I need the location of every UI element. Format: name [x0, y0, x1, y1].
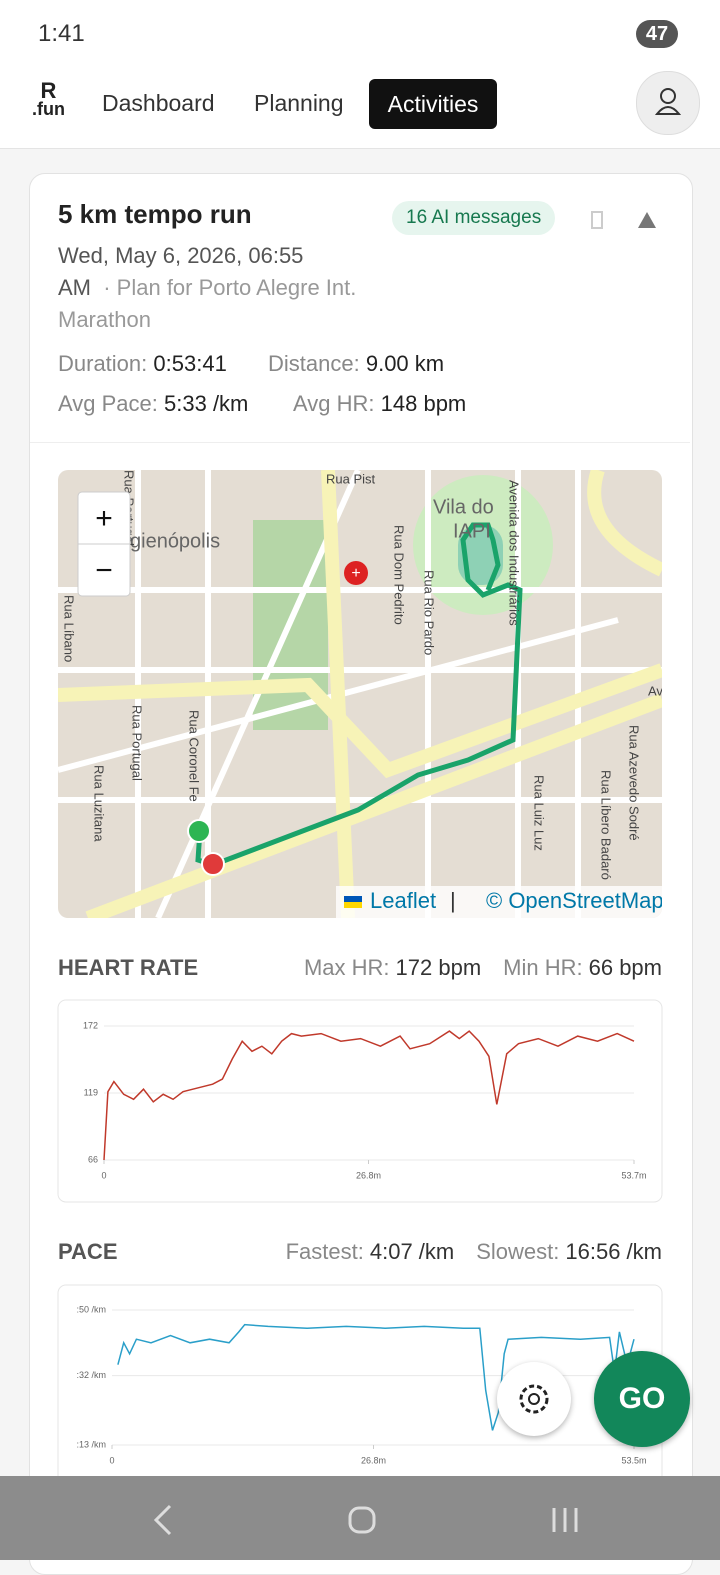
y-tick-label: 66 [88, 1154, 98, 1164]
stat-value: 5:33 /km [164, 391, 249, 416]
activity-plan: · Plan for Porto Alegre Int. Marathon [58, 275, 357, 332]
card-actions [591, 211, 656, 229]
map-label: Rua Luiz Luz [532, 775, 547, 851]
chart-title: HEART RATE [58, 955, 198, 980]
activity-date: Wed, May 6, 2026, 06:55 AM [58, 243, 304, 300]
map-label: Rua Luzitana [92, 765, 107, 842]
stat-value: 9.00 km [365, 351, 445, 376]
svg-text:+: + [351, 565, 360, 582]
zoom-out[interactable]: − [95, 554, 113, 587]
chart-title: PACE [58, 1239, 118, 1264]
activity-meta: Wed, May 6, 2026, 06:55 AM · Plan for Po… [58, 240, 358, 336]
chart-box [57, 1284, 663, 1476]
x-tick-label: 53.7m [621, 1170, 646, 1180]
zoom-in[interactable]: + [95, 502, 113, 535]
stat-label: Avg Pace: [58, 391, 158, 416]
stat-label: Slowest: [476, 1239, 559, 1264]
system-nav-icons [153, 1504, 578, 1536]
map-label: Vila do [433, 496, 494, 518]
system-nav-bar [0, 1476, 720, 1560]
x-tick-label: 0 [109, 1455, 114, 1465]
stat-value: 4:07 /km [370, 1239, 454, 1264]
map-label: Rua Azevedo Sodré [627, 725, 642, 841]
x-tick-label: 53.5m [621, 1455, 646, 1465]
stat: Distance: 9.00 km [268, 351, 444, 377]
nav-tab[interactable]: Planning [254, 90, 344, 116]
profile-icon [654, 88, 682, 115]
map-label: IAPI [453, 520, 491, 542]
delete-icon[interactable] [591, 211, 603, 229]
map-label: Av [648, 683, 662, 698]
y-tick-label: :13 /km [76, 1439, 106, 1449]
x-tick-label: 26.8m [361, 1455, 386, 1465]
ai-badge[interactable]: 16 AI messages [392, 201, 556, 235]
go-button[interactable]: GO [594, 1351, 690, 1447]
map-label: Rua Coronel Fe [187, 710, 202, 802]
gear-icon [519, 1384, 549, 1414]
y-tick-label: :32 /km [76, 1370, 106, 1380]
map-label: Rua Rio Pardo [422, 570, 437, 655]
divider [30, 442, 690, 443]
nav-tab[interactable]: Dashboard [102, 90, 215, 116]
collapse-icon[interactable] [638, 212, 656, 228]
stat-label: Max HR: [304, 955, 390, 980]
map-label: gienópolis [130, 530, 220, 552]
x-tick-label: 26.8m [356, 1170, 381, 1180]
stat-value: 66 bpm [589, 955, 662, 980]
chart-stats: Fastest: 4:07 /km Slowest: 16:56 /km [286, 1239, 662, 1264]
stat-value: 148 bpm [380, 391, 467, 416]
map-label: Rua Portugal [130, 705, 145, 781]
stat: Avg HR: 148 bpm [293, 391, 466, 417]
nav-tab-active[interactable]: Activities [369, 79, 497, 129]
logo-r: R [40, 78, 57, 103]
stat-value: 0:53:41 [153, 351, 227, 376]
stat-label: Avg HR: [293, 391, 375, 416]
data-line [117, 1323, 635, 1431]
chart-stats: Max HR: 172 bpm Min HR: 66 bpm [304, 955, 662, 980]
stat-label: Fastest: [286, 1239, 364, 1264]
osm-link[interactable]: © OpenStreetMap [486, 888, 662, 913]
map-label: Rua Líbano [62, 595, 77, 662]
stat: Avg Pace: 5:33 /km [58, 391, 248, 417]
stat-label: Duration: [58, 351, 148, 376]
battery: 47 [636, 20, 678, 48]
map-label: Avenida dos Industriários [507, 480, 522, 626]
stat-value: 172 bpm [396, 955, 482, 980]
stat-value: 16:56 /km [565, 1239, 662, 1264]
charts: HEART RATE Max HR: 172 bpm Min HR: 66 bpm 66 1… [57, 955, 663, 1476]
stat: Duration: 0:53:41 [58, 351, 227, 377]
logo-fun: .fun [32, 99, 65, 119]
y-tick-label: :50 /km [76, 1304, 106, 1314]
profile-button[interactable] [636, 71, 700, 135]
data-line [103, 1030, 635, 1161]
stat-label: Distance: [268, 351, 360, 376]
y-tick-label: 119 [84, 1087, 98, 1097]
logo[interactable]: R .fun [32, 78, 65, 119]
settings-button[interactable] [497, 1362, 571, 1436]
y-tick-label: 172 [83, 1020, 98, 1030]
map-label: Rua Líbero Badaró [599, 770, 614, 880]
top-area [0, 0, 720, 149]
activity-title: 5 km tempo run [58, 199, 252, 229]
map-label: Rua Pist [326, 471, 376, 486]
clock: 1:41 [38, 20, 85, 47]
stat-label: Min HR: [503, 955, 582, 980]
leaflet-link[interactable]: Leaflet [370, 888, 436, 913]
attribution-separator: | [450, 888, 456, 913]
x-tick-label: 0 [101, 1170, 106, 1180]
map-label: Rua Dom Pedrito [392, 525, 407, 625]
